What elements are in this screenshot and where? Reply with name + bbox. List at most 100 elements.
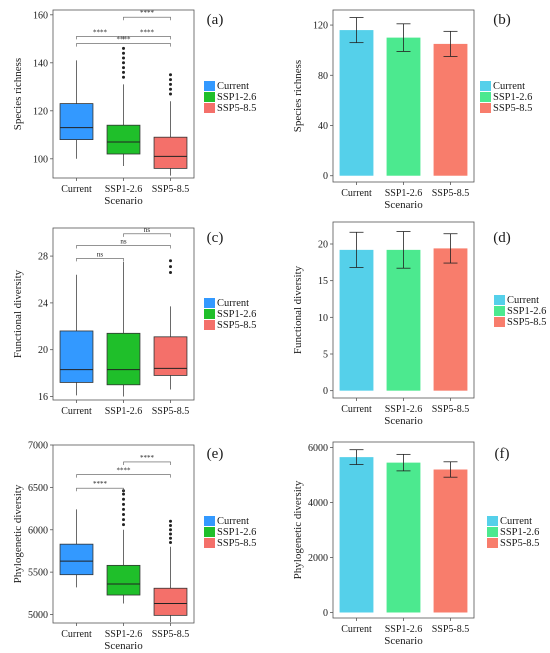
legend-label: SSP5-8.5 <box>500 538 539 549</box>
legend-swatch <box>487 538 498 548</box>
error-bar <box>349 231 364 268</box>
outlier-point <box>122 518 125 522</box>
legend-swatch <box>480 103 491 113</box>
y-tick-label: 28 <box>38 252 48 263</box>
y-tick-label: 7000 <box>28 441 48 452</box>
bar-1 <box>386 37 421 176</box>
y-axis-title: Species richness <box>12 58 24 130</box>
error-bar <box>443 233 458 264</box>
x-tick-label: SSP5-8.5 <box>432 624 470 635</box>
x-tick-label: SSP1-2.6 <box>385 188 423 199</box>
y-axis-title: Phylogenetic diversity <box>292 480 304 579</box>
x-tick-label: SSP5-8.5 <box>152 184 190 195</box>
error-bar <box>396 231 411 269</box>
x-axis-title: Scenario <box>384 415 423 427</box>
legend-label: Current <box>493 81 525 92</box>
outlier-point <box>169 73 172 77</box>
x-tick-label: Current <box>341 624 372 635</box>
box-2 <box>153 519 188 623</box>
y-tick-label: 140 <box>33 58 48 69</box>
error-bar <box>349 17 364 44</box>
box-1 <box>106 261 141 397</box>
significance-bracket <box>76 43 171 47</box>
y-axis-title: Phylogenetic diversity <box>12 484 24 583</box>
legend-swatch <box>204 309 215 319</box>
x-tick-label: SSP5-8.5 <box>432 404 470 415</box>
significance-bracket <box>76 474 171 478</box>
legend-label: Current <box>217 298 249 309</box>
outlier-point <box>122 513 125 517</box>
outlier-point <box>122 46 125 50</box>
outlier-point <box>169 519 172 523</box>
x-axis-title: Scenario <box>384 199 423 211</box>
legend-swatch <box>204 516 215 526</box>
error-bar <box>443 461 458 478</box>
outlier-point <box>169 92 172 96</box>
significance-bracket <box>76 487 124 492</box>
y-tick-label: 24 <box>38 298 48 309</box>
box-body <box>106 124 141 155</box>
significance-label: ns <box>97 250 104 258</box>
y-tick-label: 40 <box>318 121 328 132</box>
legend-label: SSP1-2.6 <box>217 527 256 538</box>
box-body <box>153 587 188 616</box>
bar-1 <box>386 462 421 613</box>
legend-swatch <box>494 295 505 305</box>
outlier-point <box>122 75 125 79</box>
error-bar <box>396 453 411 472</box>
panel-label: (b) <box>493 12 511 28</box>
y-axis-title: Functional diversity <box>12 269 24 358</box>
box-0 <box>59 509 94 588</box>
legend-label: SSP1-2.6 <box>217 92 256 103</box>
legend-swatch <box>480 92 491 102</box>
x-axis-title: Scenario <box>104 195 143 207</box>
y-tick-label: 120 <box>313 21 328 32</box>
significance-label: **** <box>140 28 155 36</box>
outlier-point <box>169 528 172 532</box>
panel-label: (e) <box>207 446 224 462</box>
outlier-point <box>122 523 125 527</box>
significance-bracket <box>123 233 171 237</box>
box-body <box>59 543 94 576</box>
error-bar <box>349 449 364 465</box>
y-tick-label: 4000 <box>308 498 328 509</box>
y-tick-label: 20 <box>318 240 328 251</box>
box-body <box>106 564 141 596</box>
outlier-point <box>122 51 125 55</box>
legend-label: SSP1-2.6 <box>493 92 532 103</box>
legend-label: SSP1-2.6 <box>500 527 539 538</box>
outlier-point <box>122 70 125 74</box>
significance-label: **** <box>117 467 132 475</box>
significance-bracket <box>76 258 124 262</box>
outlier-point <box>169 524 172 528</box>
box-body <box>59 103 94 140</box>
legend-label: SSP5-8.5 <box>217 320 256 331</box>
legend-label: SSP5-8.5 <box>493 103 532 114</box>
panel-label: (f) <box>495 446 510 462</box>
legend-swatch <box>204 320 215 330</box>
outlier-point <box>122 497 125 501</box>
outlier-point <box>169 82 172 86</box>
x-tick-label: SSP1-2.6 <box>105 406 143 417</box>
bar-1 <box>386 249 421 391</box>
bar-0 <box>339 249 374 391</box>
y-tick-label: 6500 <box>28 483 48 494</box>
significance-label: **** <box>140 9 155 17</box>
y-tick-label: 2000 <box>308 553 328 564</box>
x-tick-label: Current <box>341 404 372 415</box>
legend-label: Current <box>500 516 532 527</box>
significance-bracket <box>123 36 171 40</box>
y-axis-title: Functional diversity <box>292 265 304 354</box>
outlier-point <box>169 532 172 536</box>
outlier-point <box>169 259 172 263</box>
y-tick-label: 0 <box>323 608 328 619</box>
x-axis-title: Scenario <box>384 635 423 647</box>
y-tick-label: 100 <box>33 154 48 165</box>
box-body <box>153 136 188 169</box>
outlier-point <box>169 265 172 269</box>
